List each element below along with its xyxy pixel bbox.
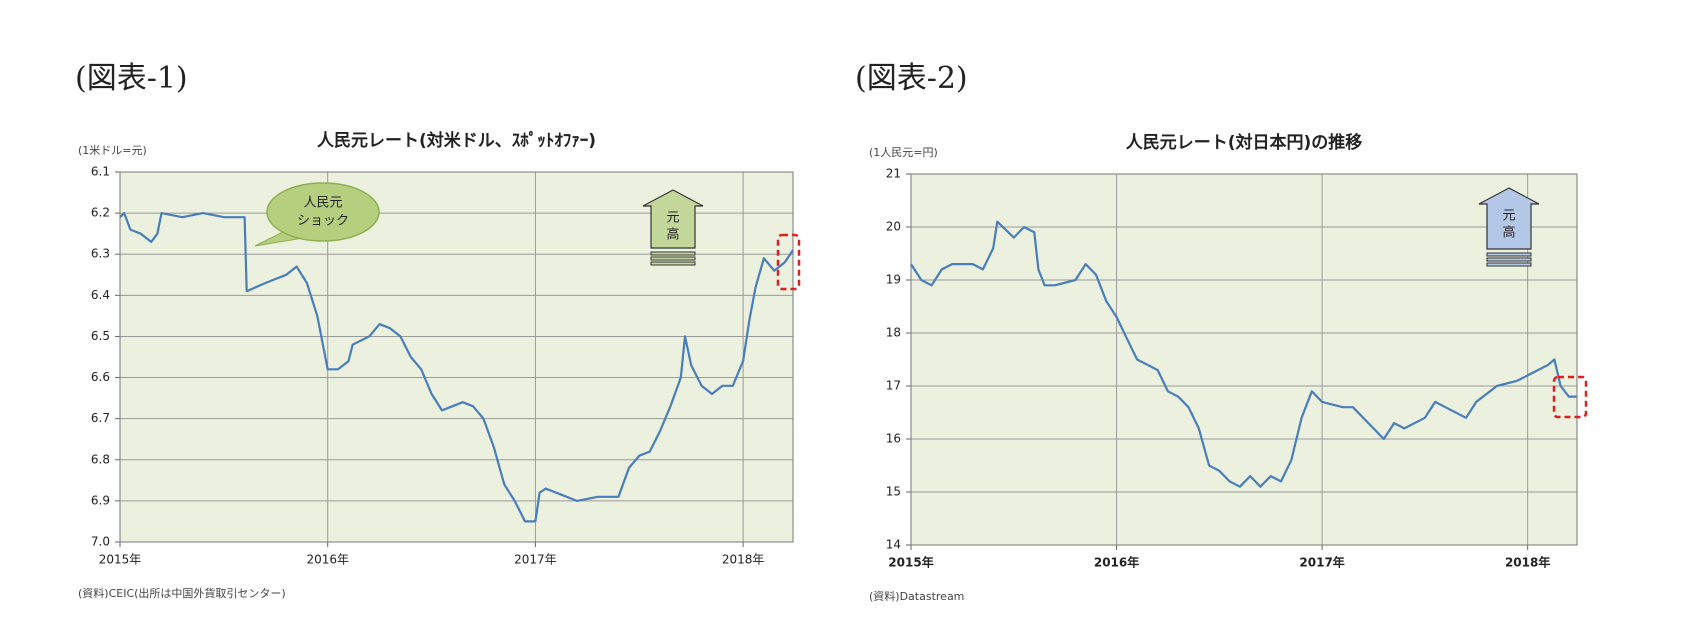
- x-tick-label: 2016年: [1094, 555, 1139, 570]
- unit-label: (1人民元=円): [869, 146, 938, 159]
- y-tick-label: 21: [886, 167, 901, 181]
- source-note: (資料)Datastream: [869, 589, 964, 603]
- y-tick-label: 17: [886, 379, 901, 393]
- up-arrow: [642, 189, 704, 249]
- y-tick-label: 6.1: [91, 165, 110, 179]
- x-tick-label: 2015年: [888, 555, 933, 570]
- x-tick-label: 2017年: [1299, 555, 1344, 570]
- arrow-base: [1486, 262, 1532, 267]
- highlight-box: [776, 233, 801, 291]
- plot-area: [911, 174, 1577, 545]
- arrow-base: [650, 256, 696, 261]
- y-tick-label: 6.5: [91, 329, 110, 343]
- arrow-text: 元: [666, 211, 679, 226]
- y-tick-label: 19: [886, 273, 901, 287]
- x-tick-label: 2015年: [99, 553, 142, 567]
- y-tick-label: 18: [886, 326, 901, 340]
- arrow-text: 高: [1502, 225, 1515, 241]
- x-tick-label: 2018年: [1505, 555, 1550, 570]
- callout-text: ショック: [297, 214, 349, 229]
- series-line: [910, 220, 1577, 488]
- x-tick-label: 2016年: [306, 553, 349, 567]
- unit-label: (1米ドル=元): [78, 144, 147, 157]
- y-tick-label: 6.8: [91, 452, 110, 466]
- callout-text: 人民元: [303, 196, 342, 211]
- y-tick-label: 7.0: [91, 535, 110, 549]
- arrow-base: [650, 251, 696, 256]
- y-tick-label: 6.6: [91, 370, 110, 384]
- arrow-text: 高: [666, 227, 679, 243]
- y-tick-label: 16: [886, 432, 901, 446]
- highlight-box: [1552, 375, 1588, 419]
- arrow-base: [1486, 252, 1532, 257]
- y-tick-label: 20: [886, 220, 901, 234]
- y-tick-label: 6.4: [91, 288, 110, 302]
- series-line: [119, 212, 794, 523]
- y-tick-label: 6.7: [91, 411, 110, 425]
- callout-bubble: [266, 182, 380, 242]
- y-tick-label: 6.2: [91, 206, 110, 220]
- chart-title: 人民元レート(対日本円)の推移: [1126, 132, 1363, 153]
- source-note: (資料)CEIC(出所は中国外貨取引センター): [78, 586, 286, 600]
- chart-title: 人民元レート(対米ドル、ｽﾎﾟｯﾄｵﾌｧｰ): [317, 130, 596, 151]
- arrow-text: 元: [1502, 209, 1515, 224]
- y-tick-label: 6.3: [91, 247, 110, 261]
- arrow-base: [1486, 257, 1532, 262]
- up-arrow: [1478, 187, 1540, 250]
- plot-frame: [910, 173, 1578, 546]
- figure-label: (図表-1): [75, 61, 188, 96]
- x-tick-label: 2018年: [722, 553, 765, 567]
- figure-label: (図表-2): [855, 61, 968, 96]
- arrow-base: [650, 261, 696, 266]
- x-tick-label: 2017年: [514, 553, 557, 567]
- plot-frame: [119, 171, 794, 543]
- y-tick-label: 6.9: [91, 493, 110, 507]
- y-tick-label: 14: [886, 538, 901, 552]
- y-tick-label: 15: [886, 485, 901, 499]
